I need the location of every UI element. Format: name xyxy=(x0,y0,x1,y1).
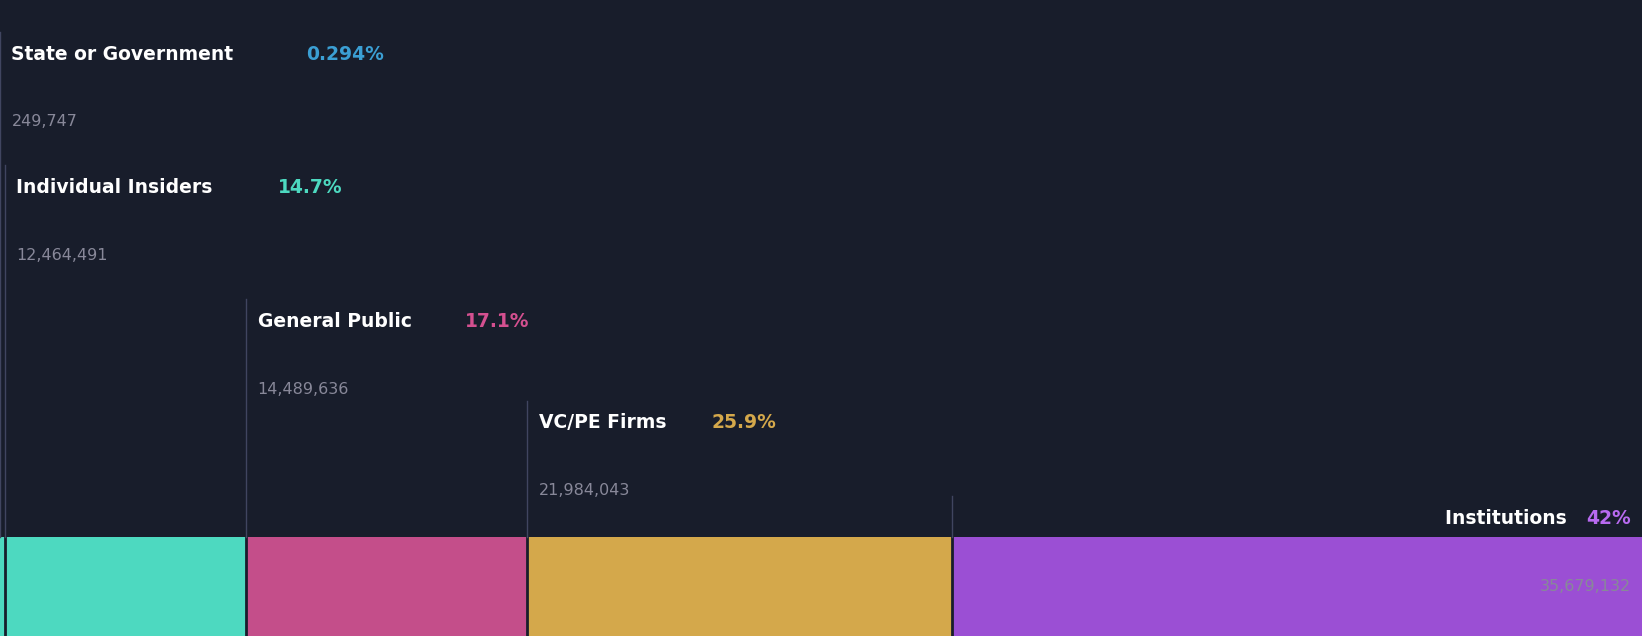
Bar xyxy=(5,537,246,636)
Text: State or Government: State or Government xyxy=(11,45,240,64)
Text: 249,747: 249,747 xyxy=(11,114,77,130)
Text: 21,984,043: 21,984,043 xyxy=(539,483,631,499)
Text: 42%: 42% xyxy=(1586,509,1631,528)
Text: VC/PE Firms: VC/PE Firms xyxy=(539,413,673,432)
Text: 25.9%: 25.9% xyxy=(711,413,777,432)
Text: 12,464,491: 12,464,491 xyxy=(16,248,108,263)
Text: Individual Insiders: Individual Insiders xyxy=(16,178,218,197)
Bar xyxy=(246,537,527,636)
Bar xyxy=(527,537,952,636)
Text: 17.1%: 17.1% xyxy=(465,312,529,331)
Text: 14.7%: 14.7% xyxy=(277,178,343,197)
Text: 35,679,132: 35,679,132 xyxy=(1540,579,1631,594)
Text: 14,489,636: 14,489,636 xyxy=(258,382,350,397)
Text: 0.294%: 0.294% xyxy=(307,45,384,64)
Text: General Public: General Public xyxy=(258,312,419,331)
Bar xyxy=(952,537,1642,636)
Bar xyxy=(0,537,5,636)
Text: Institutions: Institutions xyxy=(1445,509,1573,528)
